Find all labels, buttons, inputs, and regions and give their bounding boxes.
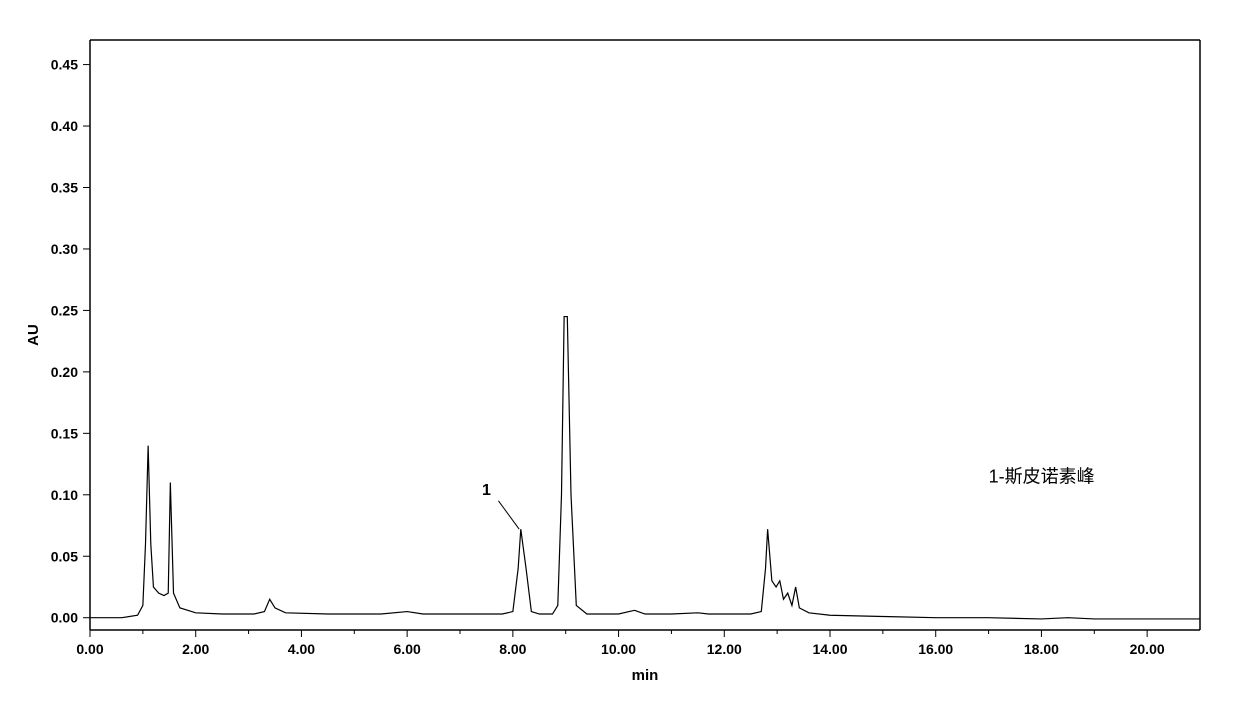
chromatogram-chart: 0.002.004.006.008.0010.0012.0014.0016.00… (20, 20, 1220, 700)
x-tick-label: 6.00 (394, 641, 421, 657)
x-tick-label: 18.00 (1024, 641, 1059, 657)
x-tick-label: 14.00 (812, 641, 847, 657)
y-tick-label: 0.15 (51, 425, 78, 441)
y-tick-label: 0.05 (51, 548, 78, 564)
y-tick-label: 0.40 (51, 118, 78, 134)
y-tick-label: 0.10 (51, 487, 78, 503)
y-tick-label: 0.20 (51, 364, 78, 380)
y-tick-label: 0.35 (51, 180, 78, 196)
legend-text: 1-斯皮诺素峰 (989, 467, 1095, 487)
x-tick-label: 2.00 (182, 641, 209, 657)
x-tick-label: 10.00 (601, 641, 636, 657)
y-tick-label: 0.45 (51, 57, 78, 73)
x-tick-label: 4.00 (288, 641, 315, 657)
y-tick-label: 0.30 (51, 241, 78, 257)
y-axis-label: AU (25, 324, 42, 346)
peak-annotation-1: 1 (482, 482, 491, 499)
x-tick-label: 12.00 (707, 641, 742, 657)
x-tick-label: 20.00 (1130, 641, 1165, 657)
chart-svg: 0.002.004.006.008.0010.0012.0014.0016.00… (20, 20, 1220, 700)
x-axis-label: min (632, 667, 659, 684)
x-tick-label: 8.00 (499, 641, 526, 657)
y-tick-label: 0.25 (51, 302, 78, 318)
x-tick-label: 0.00 (76, 641, 103, 657)
x-tick-label: 16.00 (918, 641, 953, 657)
y-tick-label: 0.00 (51, 610, 78, 626)
